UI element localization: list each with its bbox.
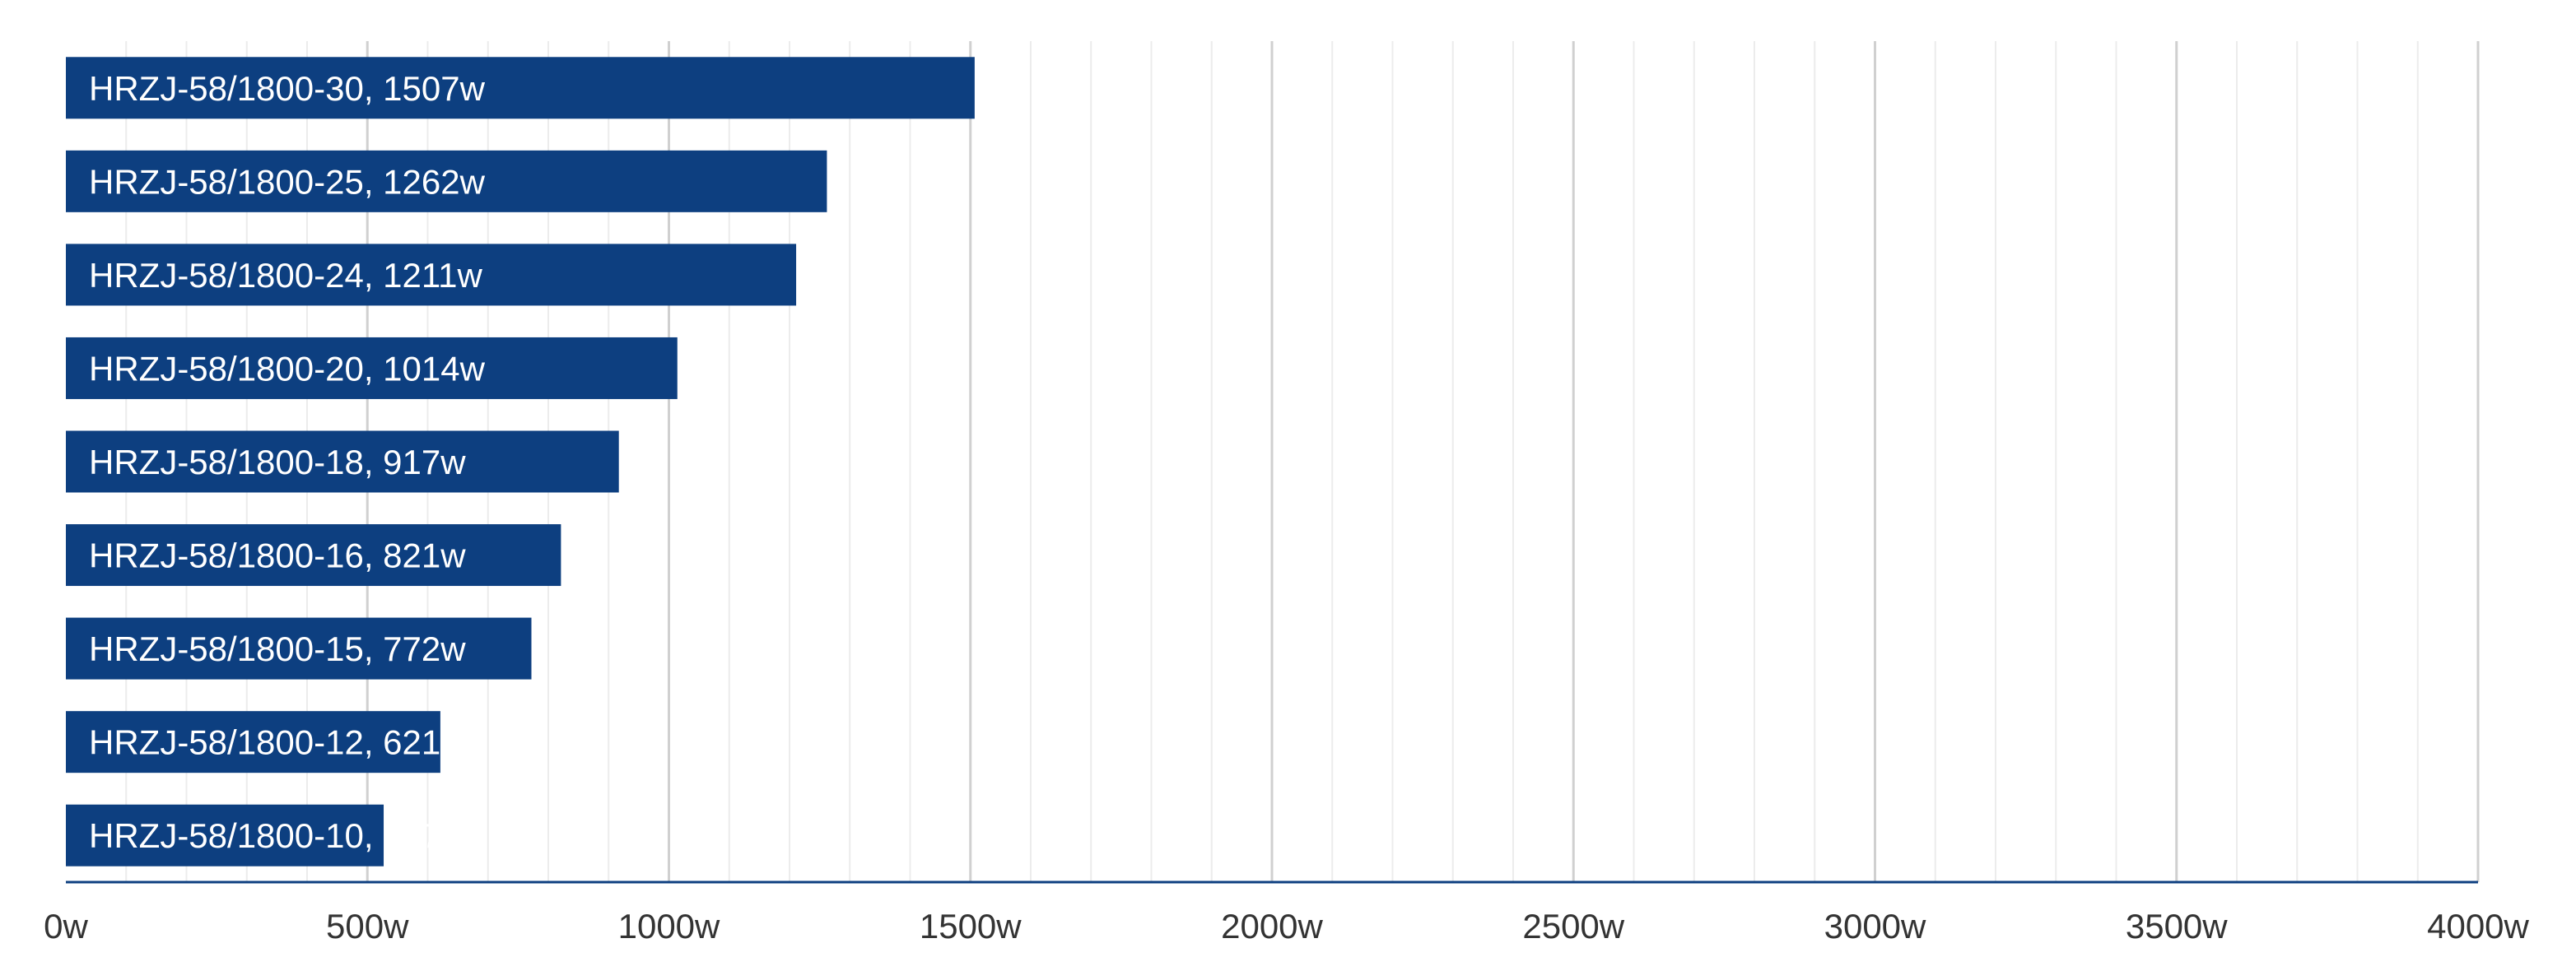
bar-label: HRZJ-58/1800-16, 821w (89, 537, 466, 575)
bar (66, 337, 678, 399)
bar-labels: HRZJ-58/1800-30, 1507w HRZJ-58/1800-25, 1… (89, 69, 486, 855)
bar-label: HRZJ-58/1800-24, 1211w (89, 256, 482, 295)
x-tick-labels: 0w 500w 1000w 1500w 2000w 2500w 3000w 3500w 4000… (44, 907, 2529, 945)
bar (66, 524, 561, 587)
x-tick-label: 2500w (1522, 907, 1624, 945)
bar-label: HRZJ-58/1800-12, 621w (89, 723, 466, 762)
x-tick-label: 4000w (2427, 907, 2529, 945)
bar (66, 244, 797, 306)
bars (66, 57, 975, 866)
bar (66, 711, 440, 774)
x-tick-label: 2000w (1221, 907, 1323, 945)
x-tick-label: 0w (44, 907, 88, 945)
bar-label: HRZJ-58/1800-30, 1507w (89, 69, 486, 108)
bar-label: HRZJ-58/1800-15, 772w (89, 630, 466, 668)
bar-label: HRZJ-58/1800-10, 527w (89, 816, 466, 855)
x-tick-label: 1000w (618, 907, 720, 945)
bar (66, 617, 532, 680)
x-tick-label: 1500w (920, 907, 1022, 945)
x-tick-label: 3000w (1824, 907, 1926, 945)
bar (66, 430, 619, 493)
bar-label: HRZJ-58/1800-18, 917w (89, 443, 466, 481)
x-tick-label: 500w (326, 907, 409, 945)
x-tick-label: 3500w (2126, 907, 2228, 945)
bar (66, 150, 827, 212)
bar-label: HRZJ-58/1800-25, 1262w (89, 162, 486, 201)
bar (66, 57, 975, 119)
bar-label: HRZJ-58/1800-20, 1014w (89, 349, 486, 388)
bar (66, 804, 384, 866)
